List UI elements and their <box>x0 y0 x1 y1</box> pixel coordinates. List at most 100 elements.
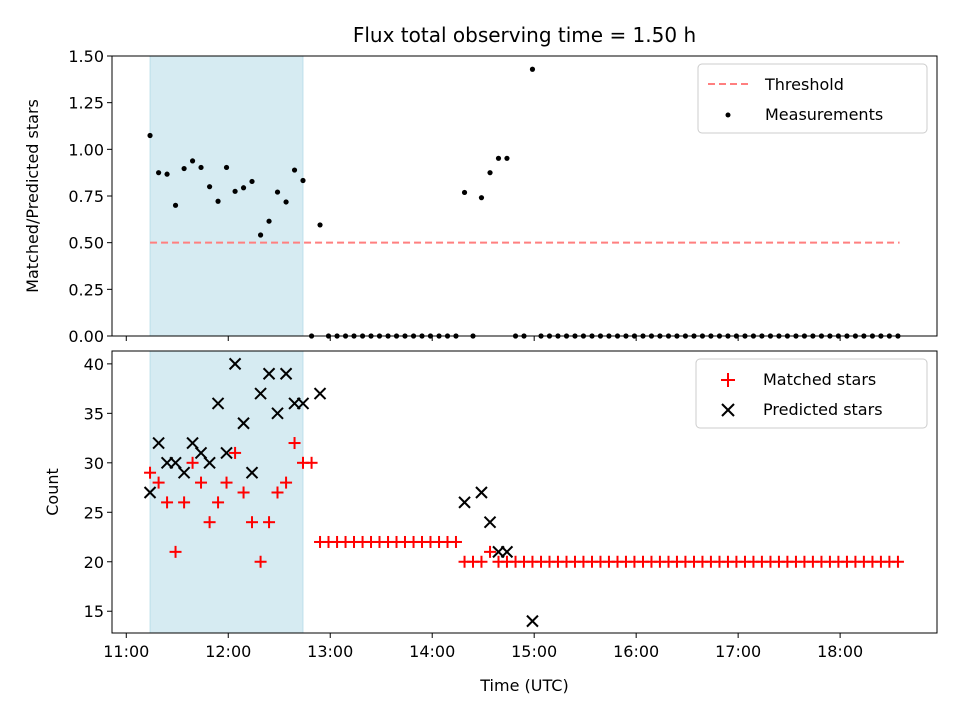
x-tick-label-5: 16:00 <box>613 642 659 661</box>
top-x-axis-ticks <box>125 336 841 341</box>
matched-point-19 <box>305 456 318 469</box>
measurement-point-9 <box>223 164 230 171</box>
measurement-point-13 <box>257 232 264 238</box>
measurement-point-0 <box>147 132 153 139</box>
measurement-point-42 <box>504 155 510 161</box>
predicted-point-15 <box>271 407 284 420</box>
measurement-point-5 <box>189 158 196 164</box>
legend-threshold-label: Threshold <box>764 75 844 94</box>
measurement-point-11 <box>240 185 247 191</box>
predicted-point-24 <box>500 545 514 559</box>
matched-point-36 <box>449 535 462 548</box>
legend-predicted-label: Predicted stars <box>763 400 883 419</box>
matched-point-88 <box>891 555 904 568</box>
legend-measurements-swatch <box>725 112 731 118</box>
predicted-point-14 <box>262 367 276 380</box>
predicted-point-3 <box>169 456 182 470</box>
predicted-stars-series <box>143 357 539 628</box>
bottom-panel: 15 20 25 30 35 40 11:00 12:00 13:00 14:00 15:00 16… <box>43 350 938 695</box>
bottom-axes-frame <box>111 350 938 634</box>
measurement-point-16 <box>283 199 289 205</box>
matched-point-2 <box>161 496 174 509</box>
predicted-point-5 <box>186 436 199 450</box>
matched-point-40 <box>484 545 497 558</box>
predicted-point-0 <box>143 486 157 499</box>
matched-point-15 <box>271 486 284 499</box>
measurement-point-1 <box>156 170 162 176</box>
top-panel: 0.00 0.25 0.50 0.75 1.00 1.25 1.50 Matched/Pre… <box>23 47 938 346</box>
x-tick-label-7: 18:00 <box>817 642 863 661</box>
predicted-point-6 <box>194 446 208 460</box>
measurement-point-40 <box>487 170 493 176</box>
predicted-point-25 <box>526 614 539 628</box>
matched-point-16 <box>280 476 293 489</box>
matched-point-39 <box>475 555 488 568</box>
matched-point-5 <box>186 456 199 469</box>
bottom-legend-box <box>695 358 928 429</box>
chart-title: Flux total observing time = 1.50 h <box>353 23 696 47</box>
x-tick-label-1: 12:00 <box>205 642 251 661</box>
legend-matched-swatch <box>721 373 735 387</box>
measurement-point-41 <box>495 155 502 161</box>
predicted-point-13 <box>254 387 267 400</box>
measurement-point-15 <box>274 189 281 195</box>
top-y-tick-label-0: 0.00 <box>68 327 104 346</box>
top-y-tick-label-5: 1.25 <box>68 94 104 113</box>
predicted-point-21 <box>475 486 488 499</box>
matched-point-13 <box>254 555 267 568</box>
predicted-point-9 <box>220 446 233 460</box>
matched-point-9 <box>220 476 233 489</box>
predicted-point-1 <box>152 436 165 450</box>
measurement-point-45 <box>529 66 536 72</box>
legend-matched-label: Matched stars <box>763 370 876 389</box>
bottom-y-tick-label-5: 40 <box>84 355 104 374</box>
x-axis-label: Time (UTC) <box>479 676 568 695</box>
predicted-point-12 <box>245 466 259 479</box>
measurement-point-37 <box>461 189 468 196</box>
matched-point-7 <box>203 516 216 529</box>
measurement-point-2 <box>164 171 170 177</box>
x-tick-label-2: 13:00 <box>307 642 353 661</box>
bottom-x-axis-ticks: 11:00 12:00 13:00 14:00 15:00 16:00 17:00 18:00 <box>103 633 863 661</box>
top-y-axis-label: Matched/Predicted stars <box>23 99 42 293</box>
matched-stars-series <box>144 437 904 568</box>
predicted-point-22 <box>483 515 497 529</box>
top-y-tick-label-4: 1.00 <box>68 140 104 159</box>
matched-point-4 <box>178 496 191 509</box>
matched-point-11 <box>237 486 250 499</box>
x-tick-label-0: 11:00 <box>103 642 149 661</box>
bottom-y-tick-label-2: 25 <box>84 503 104 522</box>
x-tick-label-3: 14:00 <box>409 642 455 661</box>
bottom-y-axis-label: Count <box>43 468 62 516</box>
top-y-tick-label-6: 1.50 <box>68 47 104 66</box>
predicted-point-4 <box>177 466 191 479</box>
bottom-y-axis-ticks: 15 20 25 30 35 40 <box>84 355 112 621</box>
top-axes-frame <box>111 55 938 337</box>
top-y-axis-ticks: 0.00 0.25 0.50 0.75 1.00 1.25 1.50 <box>68 47 112 346</box>
matched-point-0 <box>144 466 157 479</box>
top-shaded-interval <box>149 55 304 337</box>
measurement-point-7 <box>206 184 213 190</box>
matched-point-10 <box>229 446 242 459</box>
predicted-point-11 <box>237 417 250 430</box>
bottom-y-tick-label-1: 20 <box>84 553 104 572</box>
measurement-point-10 <box>232 188 238 194</box>
measurement-point-39 <box>478 195 485 201</box>
matched-point-1 <box>152 476 165 489</box>
bottom-y-tick-label-4: 35 <box>84 404 104 423</box>
matched-point-12 <box>246 516 259 529</box>
x-tick-label-6: 17:00 <box>715 642 761 661</box>
x-tick-label-4: 15:00 <box>511 642 557 661</box>
predicted-point-18 <box>296 397 310 410</box>
measurement-point-12 <box>249 178 255 185</box>
legend-measurements-label: Measurements <box>765 105 883 124</box>
predicted-point-8 <box>211 397 225 410</box>
bottom-y-tick-label-0: 15 <box>84 602 104 621</box>
measurement-point-14 <box>266 218 272 224</box>
top-y-tick-label-2: 0.50 <box>68 234 104 253</box>
measurement-point-4 <box>181 165 187 172</box>
measurement-point-6 <box>198 164 204 171</box>
measurement-point-17 <box>291 167 298 173</box>
top-legend: Threshold Measurements <box>697 63 928 134</box>
predicted-point-10 <box>228 357 242 371</box>
